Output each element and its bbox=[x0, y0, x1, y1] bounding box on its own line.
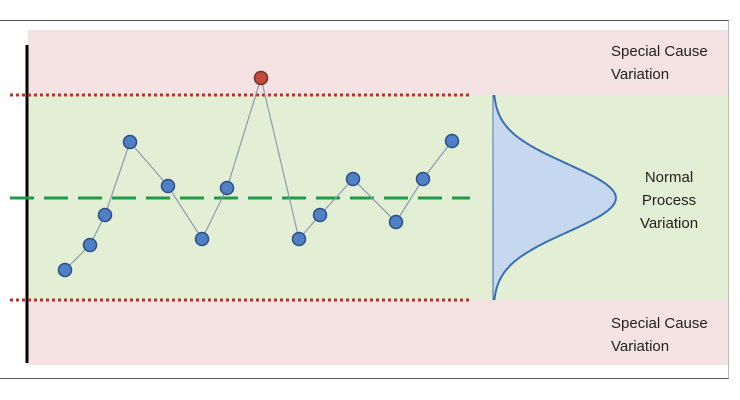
upper-zone-label-line: Variation bbox=[611, 66, 670, 83]
data-point bbox=[345, 171, 361, 187]
lower-zone-label-line: Special Cause bbox=[611, 315, 708, 332]
middle-zone-label-line: Process bbox=[641, 192, 697, 209]
upper-special-zone bbox=[28, 30, 728, 95]
data-point bbox=[57, 262, 73, 278]
diagram-frame bbox=[0, 20, 729, 379]
data-point bbox=[122, 134, 138, 150]
data-point bbox=[388, 214, 404, 230]
special-cause-point bbox=[253, 70, 269, 86]
data-point bbox=[97, 207, 113, 223]
data-point bbox=[160, 178, 176, 194]
upper-zone-label: Special Cause Variation bbox=[611, 40, 708, 86]
distribution-fill bbox=[493, 95, 616, 300]
data-point bbox=[291, 231, 307, 247]
data-point bbox=[194, 231, 210, 247]
distribution-curve bbox=[493, 94, 618, 301]
middle-zone-label: Normal Process Variation bbox=[600, 166, 738, 235]
middle-zone-label-line: Normal bbox=[644, 169, 694, 186]
upper-zone-label-line: Special Cause bbox=[611, 43, 708, 60]
middle-zone-label-line: Variation bbox=[639, 215, 699, 232]
data-point bbox=[312, 207, 328, 223]
data-point bbox=[444, 133, 460, 149]
lower-zone-label: Special Cause Variation bbox=[611, 312, 708, 358]
data-point bbox=[415, 171, 431, 187]
process-line bbox=[64, 75, 453, 271]
lower-zone-label-line: Variation bbox=[611, 338, 670, 355]
lower-special-zone bbox=[28, 300, 728, 365]
data-point bbox=[82, 237, 98, 253]
data-point bbox=[219, 180, 235, 196]
